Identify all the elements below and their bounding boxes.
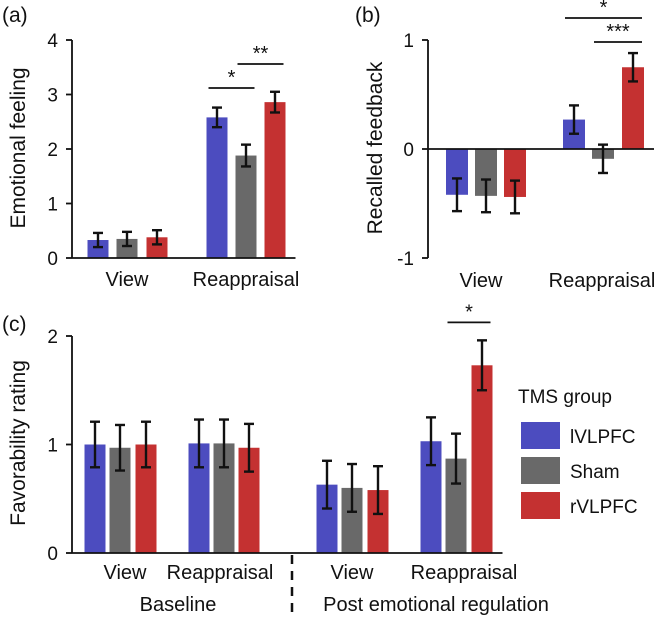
legend-label-rvlpfc: rVLPFC xyxy=(570,497,638,518)
panel-b-bar-sham-0 xyxy=(475,149,497,196)
legend-label-sham: Sham xyxy=(570,462,620,483)
panel-b-y-axis-label: Recalled feedback xyxy=(364,61,387,234)
panel-b-tick-label: -1 xyxy=(397,249,414,270)
panel-a-tick-label: 2 xyxy=(47,140,58,161)
panel-a-significance-label: ** xyxy=(253,43,269,65)
panel-a-error-bar xyxy=(93,231,103,249)
panel-b-error-bar xyxy=(510,179,520,215)
legend-swatch-lvlpfc xyxy=(521,422,560,449)
panel-c-bar-lvlpfc-1 xyxy=(188,443,210,553)
panel-a-tick-label: 3 xyxy=(47,86,58,107)
legend-swatch-sham xyxy=(521,457,560,484)
panel-c-tick-label: 1 xyxy=(47,436,58,457)
panel-a-bar-rvlpfc-1 xyxy=(264,102,286,258)
panel-c-bar-lvlpfc-0 xyxy=(84,444,106,553)
panel-a-bar-lvlpfc-0 xyxy=(87,240,109,258)
panel-c-tick-label: 2 xyxy=(47,327,58,348)
panel-a-y-axis-label: Emotional feeling xyxy=(7,67,30,228)
panel-b-error-bar xyxy=(481,178,491,214)
panel-b-y-ticks: -1 0 1 xyxy=(397,31,428,270)
panel-c-error-bar xyxy=(219,418,229,469)
panel-a-tick-label: 1 xyxy=(47,195,58,216)
panel-b-tick-label: 0 xyxy=(403,140,414,161)
panel-a-significance-label: * xyxy=(228,67,236,89)
panel-c-error-bar xyxy=(322,459,332,510)
panel-c-significance-label: * xyxy=(465,301,473,323)
panel-c-category-post-view: View xyxy=(331,562,375,584)
panel-c-category-baseline-reappraisal: Reappraisal xyxy=(167,562,274,584)
panel-c-bars xyxy=(84,339,493,553)
panel-b-significance: **** xyxy=(565,0,642,43)
panel-c-error-bar xyxy=(451,432,461,485)
panel-c-error-bar xyxy=(115,423,125,472)
panel-b-bar-lvlpfc-0 xyxy=(446,149,468,195)
panel-a-bar-lvlpfc-1 xyxy=(206,117,228,258)
panel-a-tick-label: 4 xyxy=(47,31,58,52)
panel-b-tick-label: 1 xyxy=(403,31,414,52)
panel-c-bar-rvlpfc-3 xyxy=(471,365,493,553)
panel-b-bars xyxy=(446,51,644,215)
panel-a-error-bar xyxy=(212,106,222,129)
legend-swatch-rvlpfc xyxy=(521,492,560,519)
panel-b-category-view: View xyxy=(460,270,504,292)
panel-c-group-baseline: Baseline xyxy=(140,594,217,616)
panel-b-significance-label: *** xyxy=(606,21,630,43)
panel-b-category-reappraisal: Reappraisal xyxy=(549,270,656,292)
panel-c-bar-lvlpfc-2 xyxy=(316,484,338,553)
panel-c-error-bar xyxy=(426,416,436,467)
panel-c-bar-lvlpfc-3 xyxy=(420,441,442,553)
panel-a-letter: (a) xyxy=(2,4,28,27)
panel-a-error-bar xyxy=(152,229,162,246)
panel-a-category-view: View xyxy=(106,269,150,291)
panel-a-error-bar xyxy=(122,230,132,248)
panel-c-error-bar xyxy=(477,339,487,392)
panel-c-chart: (c) Favorability rating 0 1 2 * View Reapp… xyxy=(2,301,549,616)
panel-c-bar-rvlpfc-0 xyxy=(135,444,157,553)
panel-c-error-bar xyxy=(90,420,100,469)
panel-a-tick-label: 0 xyxy=(47,249,58,270)
panel-c-bar-sham-1 xyxy=(213,443,235,553)
panel-b-error-bar xyxy=(569,104,579,135)
panel-c-y-axis-label: Favorability rating xyxy=(7,360,30,526)
panel-c-bar-sham-2 xyxy=(341,487,363,553)
panel-a-significance: *** xyxy=(208,43,284,89)
panel-a-error-bar xyxy=(270,90,280,114)
panel-b-error-bar xyxy=(628,51,638,83)
panel-a-category-reappraisal: Reappraisal xyxy=(193,269,300,291)
panel-a-bar-sham-1 xyxy=(235,155,257,258)
panel-c-significance: * xyxy=(447,301,491,323)
panel-c-bar-rvlpfc-1 xyxy=(238,447,260,553)
panel-c-error-bar xyxy=(244,422,254,473)
panel-c-tick-label: 0 xyxy=(47,544,58,565)
panel-c-group-post-regulation: Post emotional regulation xyxy=(323,594,549,616)
panel-a-bar-rvlpfc-0 xyxy=(146,237,168,258)
panel-a-y-ticks: 0 1 2 3 4 xyxy=(47,31,72,270)
legend-title: TMS group xyxy=(518,387,612,408)
panel-b-error-bar xyxy=(452,177,462,213)
panel-c-category-post-reappraisal: Reappraisal xyxy=(411,562,518,584)
panel-b-chart: (b) Recalled feedback -101 **** View Rea… xyxy=(355,0,655,292)
panel-b-letter: (b) xyxy=(355,4,381,27)
panel-b-significance-label: * xyxy=(600,0,608,19)
panel-a-bar-sham-0 xyxy=(116,238,138,258)
panel-b-bar-rvlpfc-0 xyxy=(504,149,526,197)
panel-a-bars xyxy=(87,90,286,258)
panel-c-error-bar xyxy=(141,420,151,469)
panel-c-bar-sham-0 xyxy=(109,447,131,553)
legend-label-lvlpfc: lVLPFC xyxy=(570,427,635,448)
panel-c-y-ticks: 0 1 2 xyxy=(47,327,72,565)
panel-c-error-bar xyxy=(194,418,204,469)
panel-c-category-baseline-view: View xyxy=(104,562,148,584)
panel-c-bar-rvlpfc-2 xyxy=(367,490,389,553)
legend: TMS group lVLPFC Sham rVLPFC xyxy=(518,387,638,519)
panel-a-error-bar xyxy=(241,143,251,168)
panel-b-bar-rvlpfc-1 xyxy=(622,67,644,149)
panel-c-letter: (c) xyxy=(2,313,27,336)
panel-c-error-bar xyxy=(373,465,383,516)
panel-c-bar-sham-3 xyxy=(445,458,467,553)
panel-c-error-bar xyxy=(347,462,357,513)
